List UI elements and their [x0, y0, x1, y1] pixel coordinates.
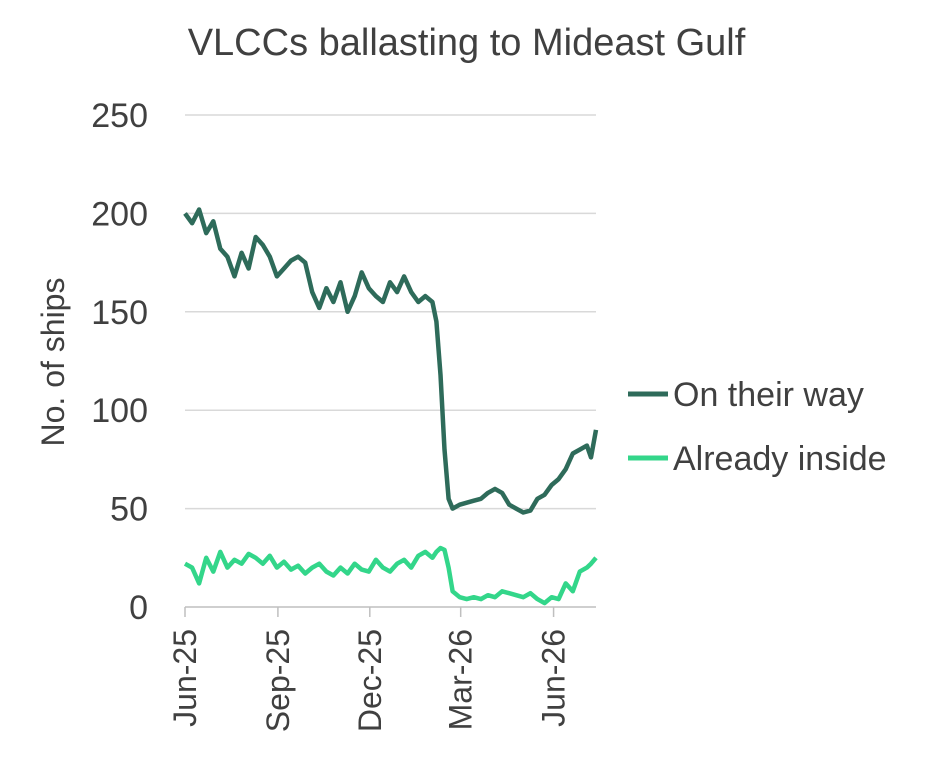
chart-title: VLCCs ballasting to Mideast Gulf [187, 22, 746, 64]
y-tick-label: 0 [129, 589, 148, 627]
y-axis-label: No. of ships [35, 278, 71, 447]
series-line-on-their-way [183, 207, 599, 515]
x-tick-label: Dec-25 [352, 629, 388, 732]
gridlines [185, 114, 596, 510]
y-axis-tick-labels: 0 50 100 150 200 250 [91, 97, 148, 627]
x-tick-label: Mar-26 [443, 629, 479, 730]
y-tick-label: 100 [91, 392, 148, 430]
legend: On their way Already inside [628, 376, 887, 478]
x-axis-ticks: Jun-25 Sep-25 Dec-25 Mar-26 Jun-26 [167, 607, 572, 732]
legend-label: On their way [673, 376, 864, 414]
x-tick-label: Jun-25 [167, 629, 203, 727]
y-tick-label: 150 [91, 294, 148, 332]
x-tick-label: Sep-25 [260, 629, 296, 732]
legend-label: Already inside [673, 440, 887, 478]
series-lines [183, 207, 599, 606]
y-tick-label: 200 [91, 195, 148, 233]
series-line-already-inside [183, 545, 598, 606]
y-tick-label: 50 [110, 491, 148, 529]
y-tick-label: 250 [91, 97, 148, 135]
x-tick-label: Jun-26 [536, 629, 572, 727]
